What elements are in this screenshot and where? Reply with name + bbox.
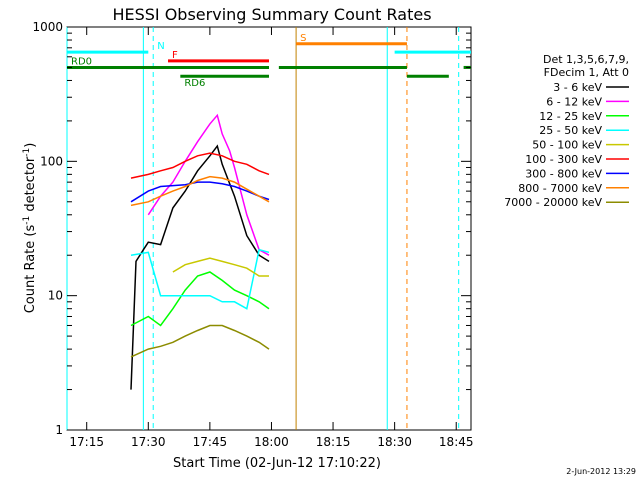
series-line-7	[130, 181, 270, 203]
x-tick-label-4: 18:00	[254, 435, 289, 449]
y-tick-label-3: 100	[40, 154, 63, 168]
flag-n-label: N	[157, 41, 164, 52]
chart-title: HESSI Observing Summary Count Rates	[112, 5, 431, 24]
y-tick-label-4: 1000	[32, 20, 63, 34]
flag-bars: N S F RD0 RD6	[67, 33, 471, 89]
legend-label-7: 300 - 800 keV	[525, 167, 602, 180]
legend-label-1: 3 - 6 keV	[553, 81, 602, 94]
flag-rd6-label: RD6	[184, 78, 205, 89]
x-tick-label-1: 17:15	[69, 435, 104, 449]
x-tick-label-3: 17:45	[193, 435, 228, 449]
x-tick-label-2: 17:30	[131, 435, 166, 449]
series-line-6	[130, 152, 270, 179]
legend-header-2: FDecim 1, Att 0	[544, 66, 629, 79]
series-line-1	[130, 144, 270, 390]
legend-label-9: 7000 - 20000 keV	[504, 196, 602, 209]
plot-frame	[66, 26, 472, 431]
series-line-9	[130, 324, 270, 358]
x-tick-label-5: 18:15	[316, 435, 351, 449]
y-tick-label-1: 1	[55, 423, 63, 437]
series-lines	[130, 113, 270, 390]
y-tick-label-2: 10	[48, 289, 63, 303]
legend-label-2: 6 - 12 keV	[546, 95, 602, 108]
legend-label-5: 50 - 100 keV	[532, 139, 602, 152]
flag-f-label: F	[172, 50, 178, 61]
flag-s-label: S	[300, 33, 306, 44]
vertical-markers	[66, 27, 460, 430]
x-tick-label-7: 18:45	[439, 435, 474, 449]
legend-label-4: 25 - 50 keV	[539, 124, 602, 137]
legend-label-3: 12 - 25 keV	[539, 110, 602, 123]
legend-header-1: Det 1,3,5,6,7,9,	[543, 53, 629, 66]
legend: Det 1,3,5,6,7,9, FDecim 1, Att 0 3 - 6 k…	[504, 53, 629, 209]
series-line-8	[130, 175, 270, 207]
legend-label-8: 800 - 7000 keV	[518, 182, 602, 195]
y-axis-label: Count Rate (s-1 detector-1)	[22, 143, 38, 314]
x-axis-label: Start Time (02-Jun-12 17:10:22)	[173, 456, 381, 471]
series-line-4	[130, 248, 270, 310]
legend-label-6: 100 - 300 keV	[525, 153, 602, 166]
flag-rd0-label: RD0	[71, 56, 92, 67]
x-tick-label-6: 18:30	[377, 435, 412, 449]
date-stamp: 2-Jun-2012 13:29	[566, 467, 636, 476]
series-line-5	[172, 257, 269, 277]
axis-ticks: 17:15 17:30 17:45 18:00 18:15 18:30 18:45 1 10 10…	[32, 20, 473, 449]
series-line-2	[147, 113, 270, 256]
